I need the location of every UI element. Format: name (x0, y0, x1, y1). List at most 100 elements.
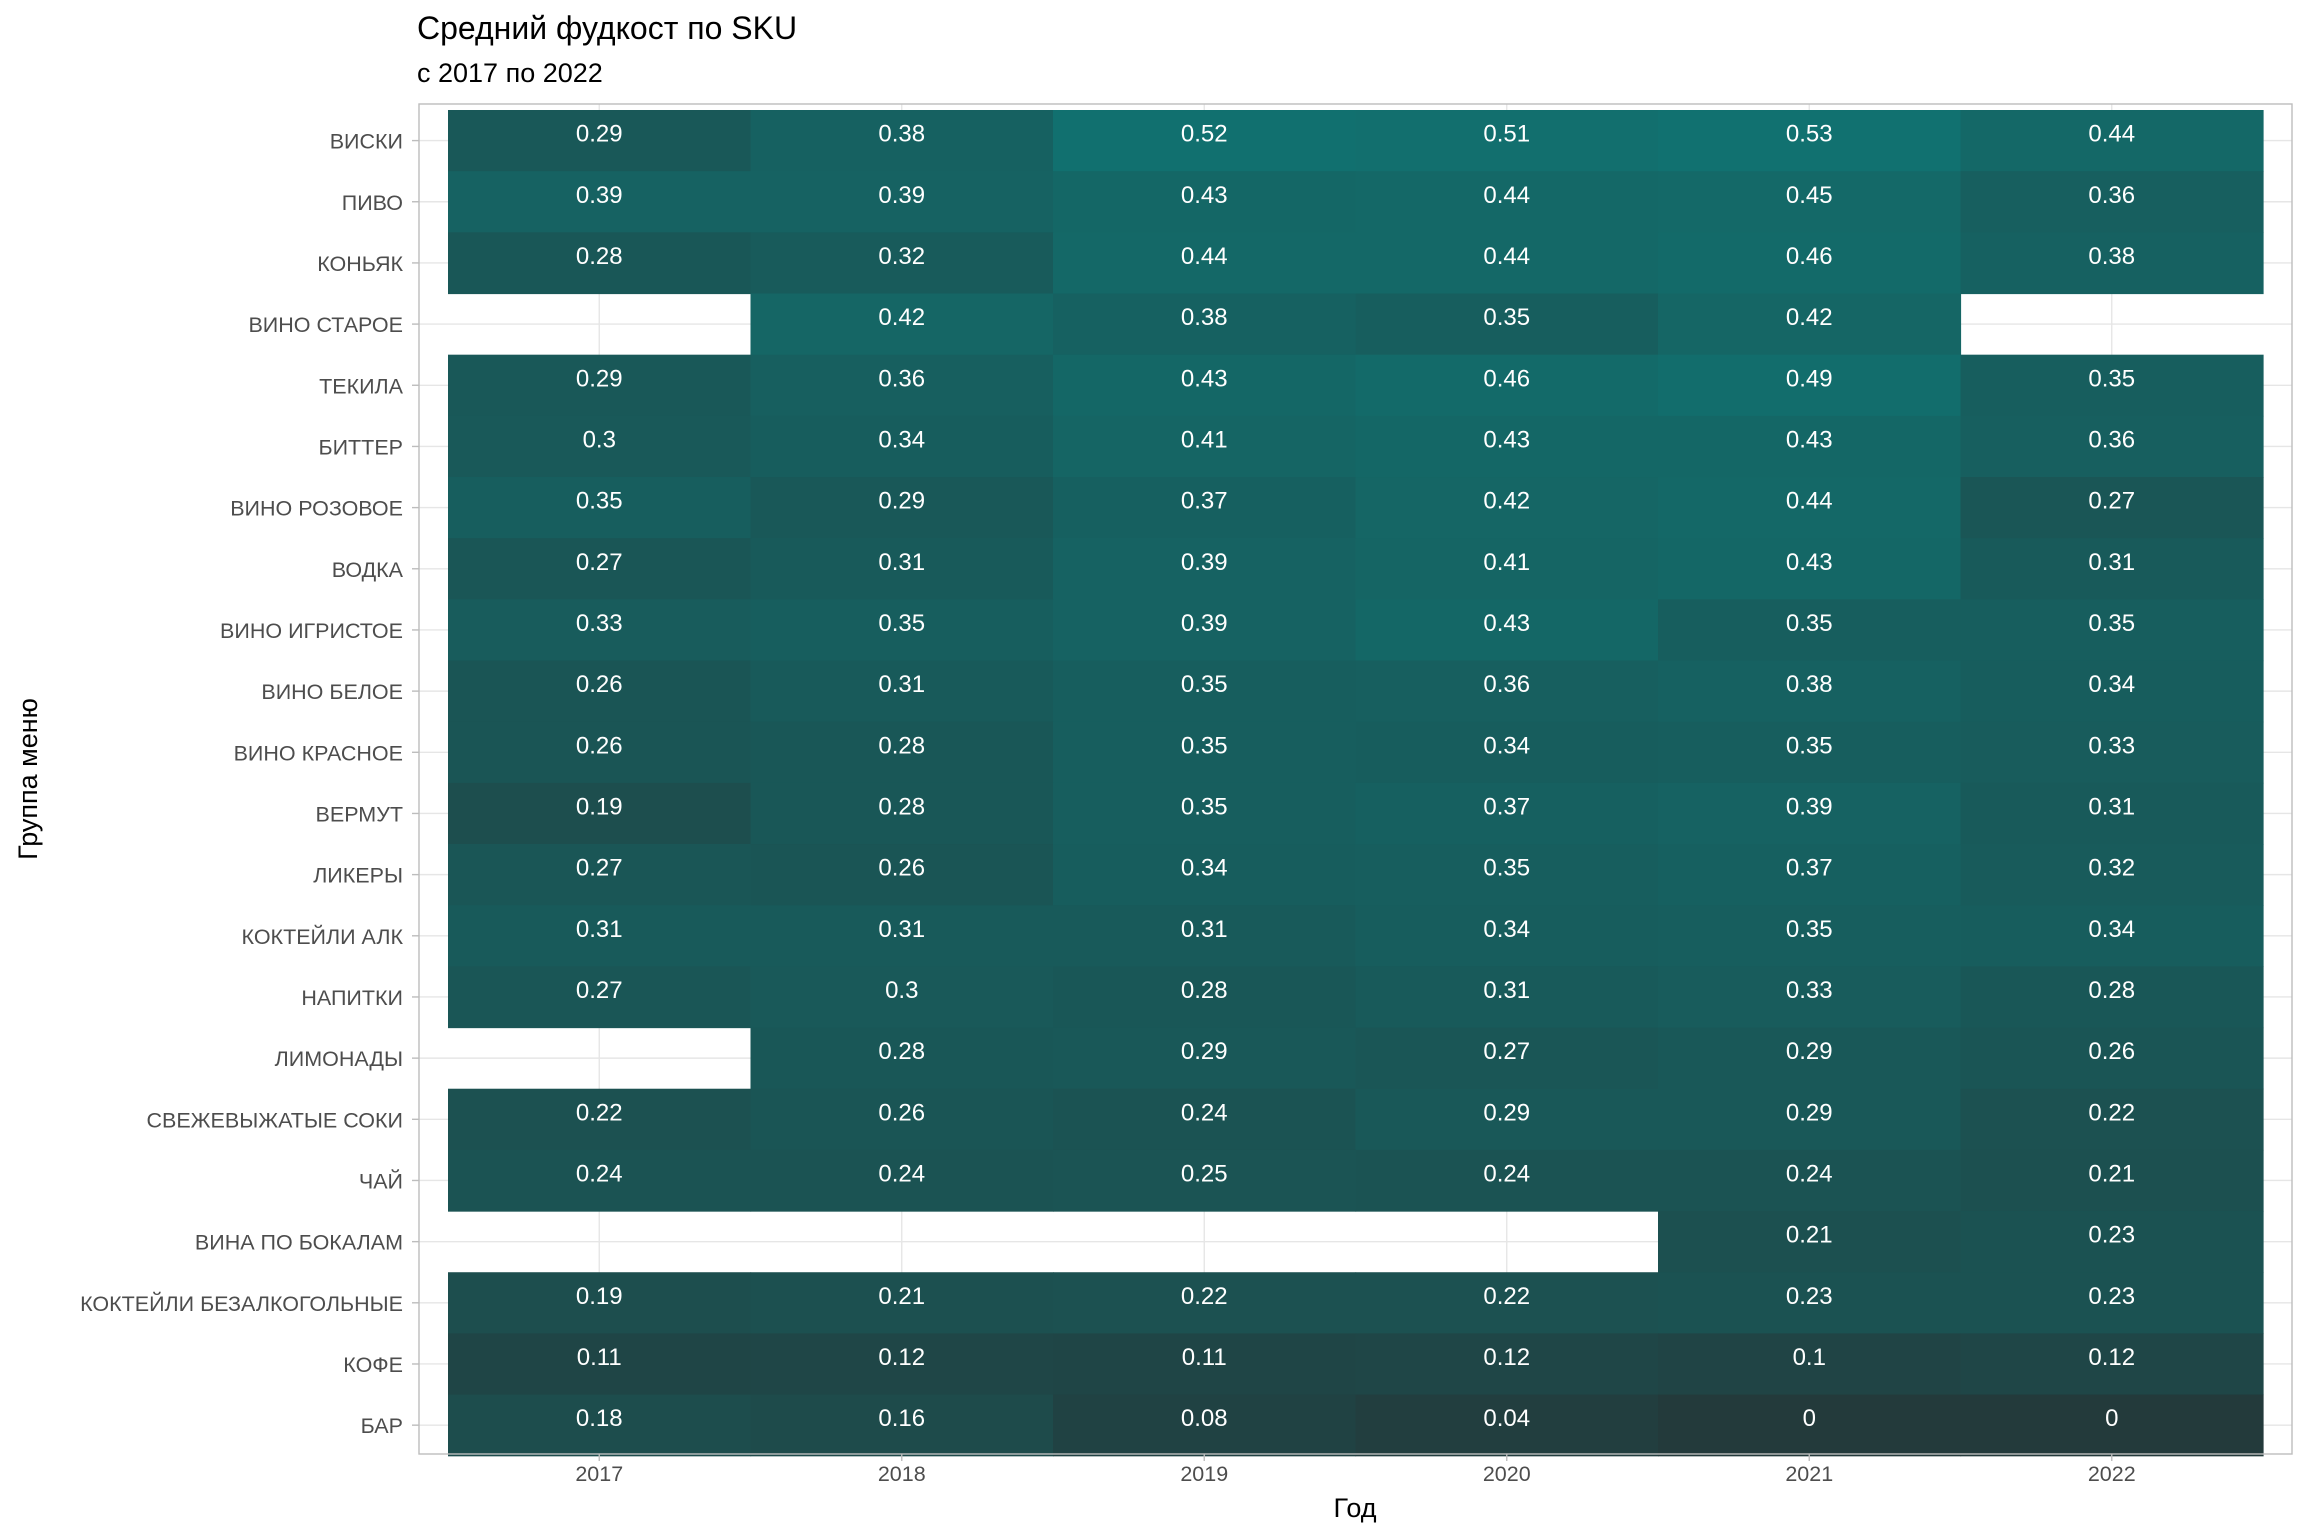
y-tick-label: ВОДКА (332, 558, 404, 582)
heatmap-cell (1355, 354, 1659, 417)
heatmap-cell (1960, 1211, 2264, 1273)
cell-value-label: 0.34 (2088, 671, 2135, 698)
heatmap-cell (1053, 232, 1357, 295)
cell-value-label: 0.32 (2088, 855, 2135, 882)
y-tick-label: ТЕКИЛА (319, 374, 404, 398)
heatmap-cell (1960, 782, 2264, 845)
cell-value-label: 0.08 (1181, 1405, 1228, 1432)
heatmap-cell (1658, 782, 1962, 845)
cell-value-label: 0.22 (2088, 1099, 2135, 1126)
cell-value-label: 0.42 (1483, 488, 1530, 515)
heatmap-cell (1355, 1394, 1659, 1457)
heatmap-cell (750, 293, 1054, 356)
cell-value-label: 0.41 (1483, 549, 1530, 576)
cell-value-label: 0.1 (1793, 1344, 1826, 1371)
cell-value-label: 0.23 (2088, 1222, 2135, 1249)
cell-value-label: 0.16 (878, 1405, 925, 1432)
heatmap-cell (1053, 721, 1357, 784)
cell-value-label: 0.31 (2088, 793, 2135, 820)
heatmap-cell (1053, 1394, 1357, 1457)
heatmap-cell (1960, 354, 2264, 417)
cell-value-label: 0.04 (1483, 1405, 1530, 1432)
heatmap-cell (1960, 110, 2264, 172)
cell-value-label: 0.31 (878, 916, 925, 943)
heatmap-cell (448, 415, 752, 478)
cell-value-labels: 0.29 0.38 0.52 0.51 0.53 0.44 0.39 0.39 0.43 0.44… (576, 121, 2135, 1433)
cell-value-label: 0.35 (576, 488, 623, 515)
heatmap-cell (1960, 1394, 2264, 1457)
heatmap-cell (1658, 415, 1962, 478)
heatmap-cell (750, 721, 1054, 784)
heatmap-cell (1658, 1333, 1962, 1396)
heatmap-cell (750, 354, 1054, 417)
cell-value-label: 0.35 (2088, 610, 2135, 637)
heatmap-cell (750, 232, 1054, 295)
cell-value-label: 0.27 (1483, 1038, 1530, 1065)
cell-value-label: 0.38 (2088, 243, 2135, 270)
heatmap-cell (1355, 660, 1659, 723)
cell-value-label: 0.19 (576, 793, 623, 820)
cell-value-label: 0.21 (1786, 1222, 1833, 1249)
cell-value-label: 0.38 (878, 121, 925, 148)
heatmap-cell (1658, 905, 1962, 967)
cell-value-label: 0.28 (878, 732, 925, 759)
cell-value-label: 0.35 (1483, 304, 1530, 331)
heatmap-cell (1053, 1149, 1357, 1212)
cell-value-label: 0.41 (1181, 426, 1228, 453)
y-tick-label: ЛИКЕРЫ (313, 864, 403, 888)
cell-value-label: 0.46 (1483, 365, 1530, 392)
y-tick-label: КОФЕ (343, 1353, 403, 1377)
y-axis-ticks: ВИСКИ ПИВО КОНЬЯК ВИНО СТАРОЕ ТЕКИЛА БИТТЕР ВИ… (80, 130, 419, 1438)
cell-value-label: 0.21 (878, 1283, 925, 1310)
heatmap-cell (1053, 1272, 1357, 1334)
cell-value-label: 0.26 (2088, 1038, 2135, 1065)
cell-value-label: 0.31 (2088, 549, 2135, 576)
y-tick-label: ЧАЙ (359, 1168, 403, 1193)
heatmap-cell (1355, 1088, 1659, 1151)
heatmap-cell (1960, 477, 2264, 539)
cell-value-label: 0.24 (1181, 1099, 1228, 1126)
cell-value-label: 0.38 (1181, 304, 1228, 331)
heatmap-cell (1658, 844, 1962, 906)
heatmap-cell (1658, 1027, 1962, 1090)
heatmap-cell (448, 171, 752, 233)
heatmap-cell (1658, 477, 1962, 539)
cell-value-label: 0.39 (878, 182, 925, 209)
heatmap-cell (448, 1333, 752, 1396)
y-tick-label: ВИНО СТАРОЕ (248, 313, 403, 337)
cell-value-label: 0.44 (1786, 488, 1833, 515)
heatmap-cell (448, 1394, 752, 1457)
cell-value-label: 0.42 (1786, 304, 1833, 331)
heatmap-cell (750, 1394, 1054, 1457)
cell-value-label: 0.33 (2088, 732, 2135, 759)
cell-value-label: 0.36 (878, 365, 925, 392)
cell-value-label: 0.12 (878, 1344, 925, 1371)
cell-value-label: 0.3 (583, 426, 616, 453)
cell-value-label: 0.44 (1483, 243, 1530, 270)
heatmap-cell (1960, 721, 2264, 784)
cell-value-label: 0.33 (1786, 977, 1833, 1004)
heatmap-cell (1658, 538, 1962, 600)
chart-title: Средний фудкост по SKU (417, 10, 797, 46)
heatmap-cell (448, 110, 752, 172)
cell-value-label: 0.43 (1483, 426, 1530, 453)
heatmap-cell (448, 660, 752, 723)
heatmap-cell (1355, 415, 1659, 478)
y-tick-label: ВИНО БЕЛОЕ (261, 680, 403, 704)
heatmap-cell (1658, 1272, 1962, 1334)
cell-value-label: 0.28 (878, 793, 925, 820)
cell-value-label: 0.37 (1181, 488, 1228, 515)
heatmap-cell (1355, 721, 1659, 784)
cell-value-label: 0 (2105, 1405, 2118, 1432)
cell-value-label: 0.34 (1483, 732, 1530, 759)
heatmap-cell (1053, 415, 1357, 478)
chart-subtitle: с 2017 по 2022 (417, 58, 603, 88)
heatmap-cell (750, 660, 1054, 723)
cell-value-label: 0.53 (1786, 121, 1833, 148)
heatmap-cell (1355, 966, 1659, 1029)
cell-value-label: 0.29 (576, 365, 623, 392)
heatmap-cell (1658, 721, 1962, 784)
y-axis-title: Группа меню (13, 698, 43, 860)
heatmap-cell (1960, 1027, 2264, 1090)
heatmap-cell (750, 782, 1054, 845)
